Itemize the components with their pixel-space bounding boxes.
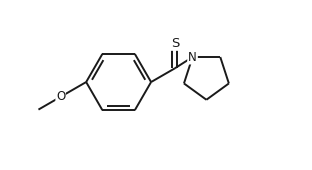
- Text: S: S: [171, 37, 179, 50]
- Text: O: O: [56, 90, 65, 103]
- Text: N: N: [188, 50, 197, 64]
